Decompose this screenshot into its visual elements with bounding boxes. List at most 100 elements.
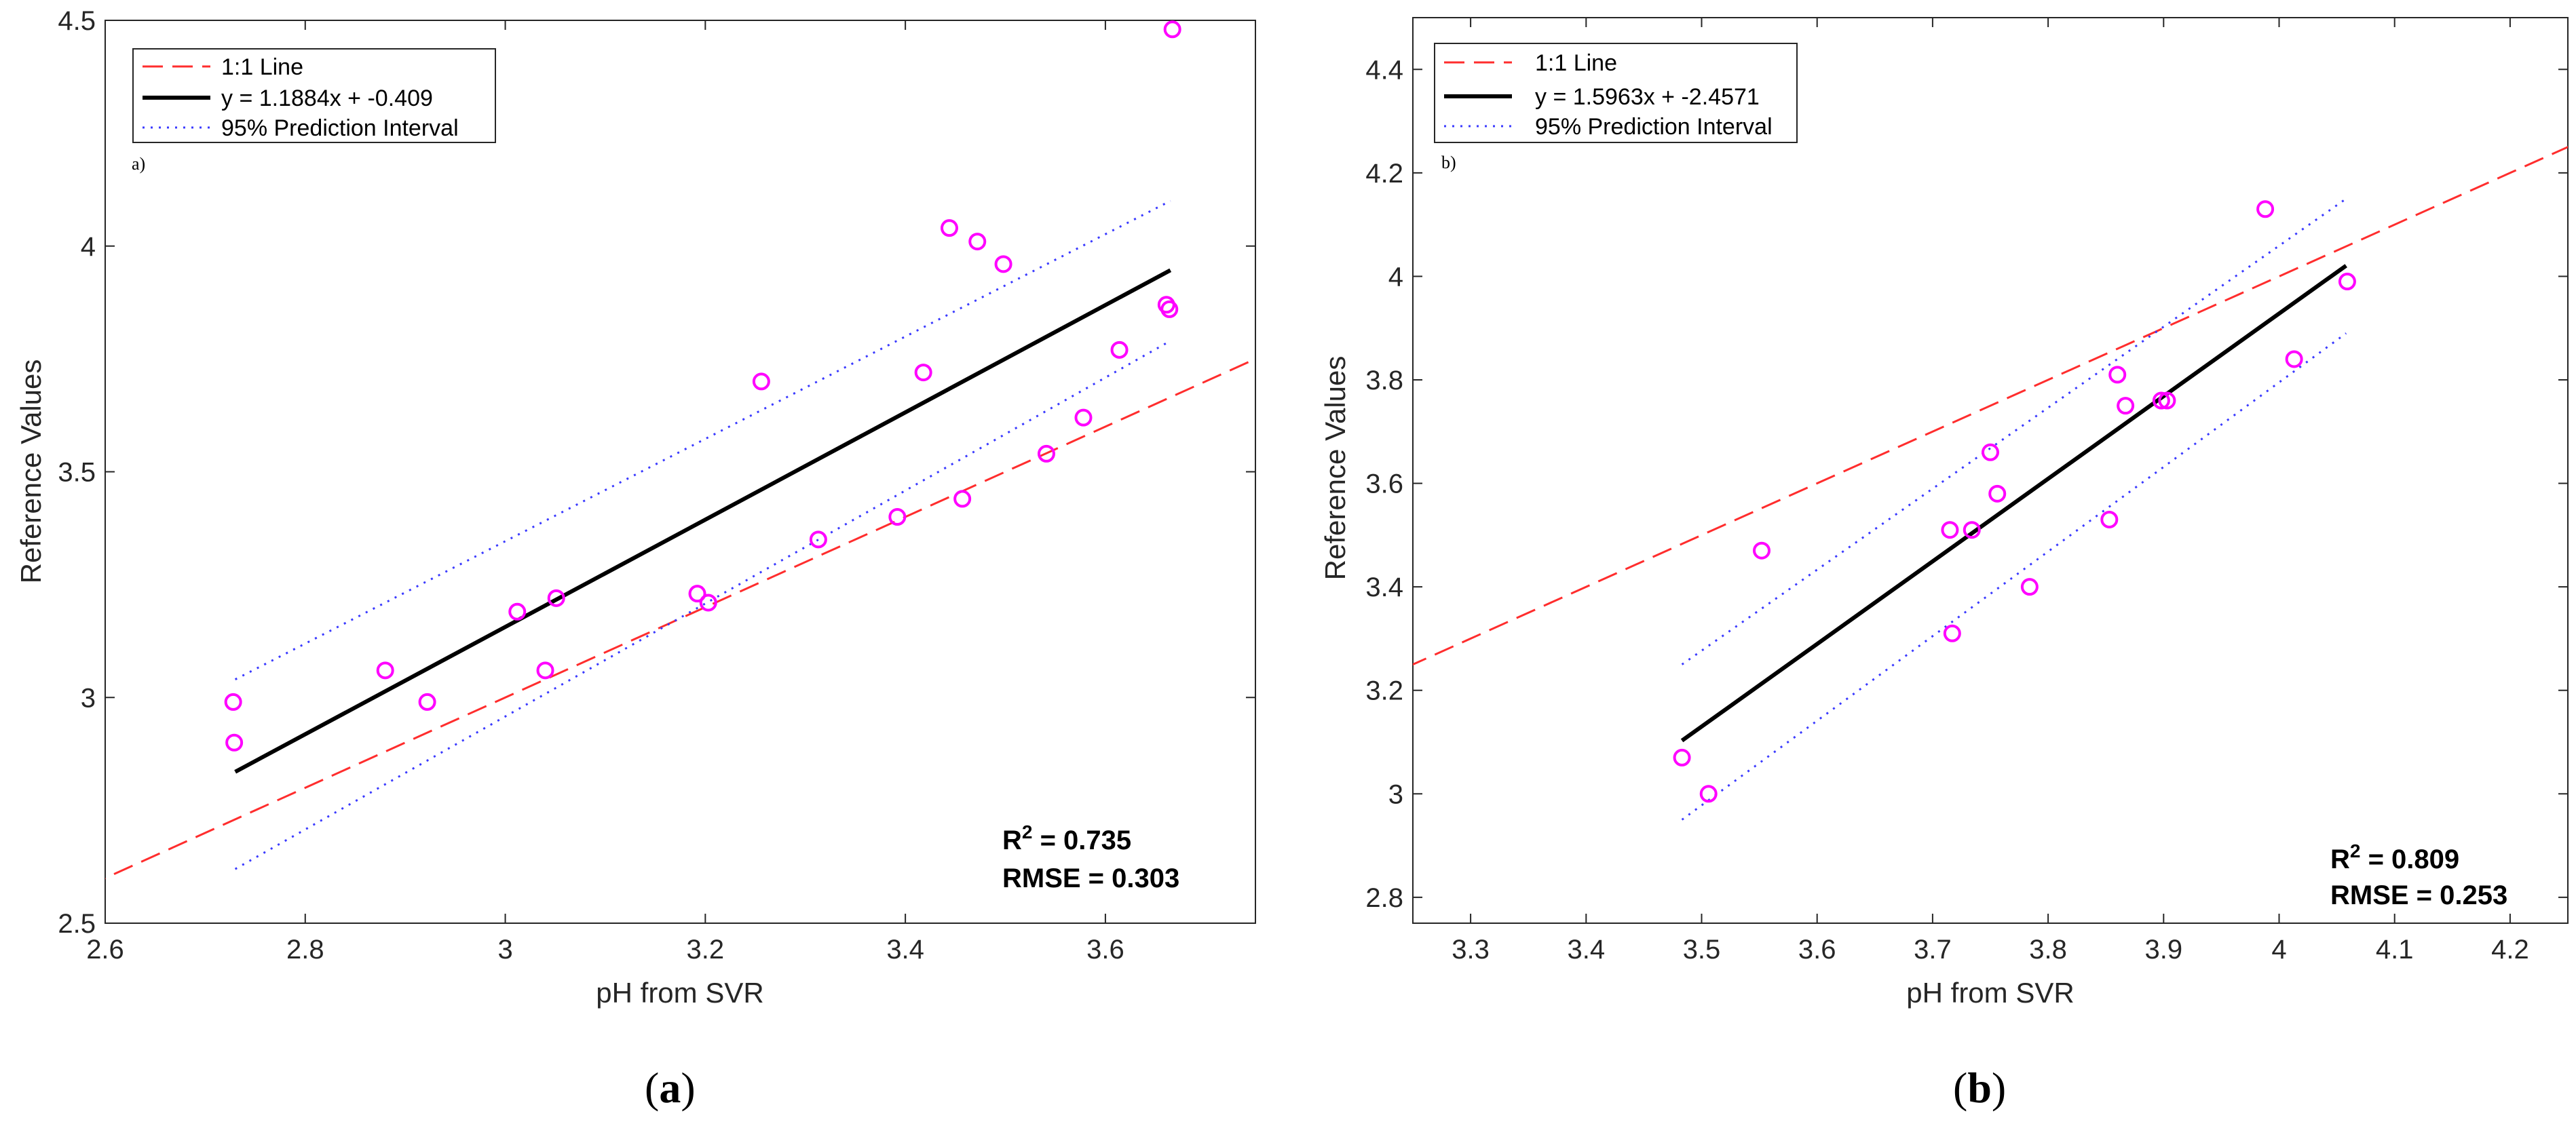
caption-letter: b bbox=[1967, 1064, 1992, 1112]
data-point bbox=[1160, 300, 1179, 318]
data-point bbox=[1163, 20, 1181, 39]
x-axis-title: pH from SVR bbox=[1906, 977, 2074, 1009]
rmse-label: RMSE = 0.253 bbox=[2330, 880, 2507, 910]
fit-line bbox=[234, 268, 1172, 774]
fit-line bbox=[1680, 264, 2347, 743]
y-tick-label: 3.2 bbox=[1365, 676, 1403, 706]
y-tick-label: 3.6 bbox=[1365, 469, 1403, 499]
r-squared-symbol: R bbox=[2330, 844, 2350, 874]
identity-line bbox=[105, 357, 1255, 880]
x-tick-label: 3.3 bbox=[1452, 935, 1490, 965]
y-tick-label: 3.8 bbox=[1365, 366, 1403, 395]
data-point bbox=[1943, 624, 1961, 642]
x-tick-label: 3.4 bbox=[886, 935, 924, 965]
data-point bbox=[2117, 397, 2135, 415]
data-point bbox=[888, 508, 907, 526]
data-point bbox=[953, 490, 972, 508]
data-point bbox=[1699, 785, 1718, 803]
legend: 1:1 Line y = 1.1884x + -0.409 95% Predic… bbox=[132, 48, 496, 143]
data-point bbox=[2158, 391, 2176, 410]
axis-ticks: 3.3 3.4 3.5 3.6 3.7 3.8 3.9 4 4.1 4.2 2.8 3 3.2 3.4 3.… bbox=[1365, 18, 2568, 965]
r-squared-value: = 0.809 bbox=[2360, 844, 2459, 874]
prediction-interval-upper bbox=[1681, 197, 2347, 665]
data-point bbox=[2338, 273, 2356, 291]
axis-ticks: 2.6 2.8 3 3.2 3.4 3.6 2.5 3 3.5 4 4.5 bbox=[58, 6, 1255, 965]
data-point bbox=[2256, 200, 2275, 218]
subfigure-caption: (a) bbox=[645, 1064, 696, 1112]
x-axis-title: pH from SVR bbox=[596, 977, 763, 1009]
x-tick-label: 2.8 bbox=[286, 935, 324, 965]
x-tick-label: 3.7 bbox=[1914, 935, 1952, 965]
r-squared-superscript: 2 bbox=[2350, 840, 2361, 861]
identity-line bbox=[1413, 146, 2568, 666]
y-tick-label: 4.4 bbox=[1365, 55, 1403, 85]
plot-lines bbox=[1413, 146, 2568, 821]
data-point bbox=[1673, 748, 1691, 766]
caption-letter: a bbox=[659, 1064, 681, 1112]
data-point bbox=[940, 219, 958, 237]
panel-a-chart: 2.6 2.8 3 3.2 3.4 3.62.533.544.5 pH from SVR … bbox=[15, 6, 1256, 1112]
y-tick-label: 3 bbox=[1388, 779, 1403, 809]
data-point bbox=[547, 589, 565, 607]
x-tick-label: 4.1 bbox=[2376, 935, 2414, 965]
data-points bbox=[1673, 200, 2356, 803]
data-point bbox=[914, 364, 932, 382]
data-point bbox=[536, 661, 554, 680]
rmse-label: RMSE = 0.303 bbox=[1002, 863, 1179, 893]
y-tick-label: 4.5 bbox=[58, 6, 96, 36]
data-points bbox=[224, 20, 1181, 752]
plot-area bbox=[1412, 17, 2569, 924]
y-tick-label: 3 bbox=[81, 683, 96, 713]
x-tick-label: 2.6 bbox=[86, 935, 124, 965]
r-squared-label: R2 = 0.809 bbox=[2330, 840, 2459, 874]
y-tick-label: 3.4 bbox=[1365, 572, 1403, 602]
data-point bbox=[809, 530, 827, 549]
data-point bbox=[2152, 391, 2170, 410]
x-tick-label: 3.6 bbox=[1086, 935, 1124, 965]
plot-area bbox=[105, 20, 1256, 924]
y-tick-label: 4.2 bbox=[1365, 159, 1403, 189]
caption-close-paren: ) bbox=[1992, 1064, 2006, 1112]
panel-tag: a) bbox=[132, 154, 145, 174]
x-tick-label: 4 bbox=[2271, 935, 2286, 965]
panel-tag: b) bbox=[1441, 153, 1456, 172]
y-axis-title: Reference Values bbox=[15, 360, 47, 584]
legend-fit-label: y = 1.1884x + -0.409 bbox=[221, 85, 433, 111]
data-point bbox=[1988, 484, 2007, 503]
legend-interval-label: 95% Prediction Interval bbox=[221, 115, 459, 141]
legend-interval-label: 95% Prediction Interval bbox=[1535, 114, 1773, 140]
data-point bbox=[1110, 341, 1129, 359]
x-tick-label: 3.5 bbox=[1683, 935, 1721, 965]
panel-b-chart: 3.3 3.4 3.5 3.6 3.7 3.8 3.9 4 4.1 4.2 2.8 3 3.2 3.4 3.… bbox=[1319, 17, 2569, 1112]
y-tick-label: 4 bbox=[81, 232, 96, 262]
data-point bbox=[376, 661, 394, 680]
data-point bbox=[2285, 350, 2303, 368]
data-point bbox=[994, 255, 1012, 273]
data-point bbox=[2108, 366, 2127, 384]
data-point bbox=[1037, 444, 1055, 463]
data-point bbox=[508, 602, 527, 621]
data-point bbox=[1982, 443, 1999, 461]
x-tick-label: 3 bbox=[497, 935, 512, 965]
subfigure-caption: (b) bbox=[1953, 1064, 2006, 1112]
x-tick-label: 3.6 bbox=[1798, 935, 1836, 965]
data-point bbox=[968, 233, 987, 251]
caption-open-paren: ( bbox=[645, 1064, 659, 1112]
legend-identity-label: 1:1 Line bbox=[1535, 50, 1617, 76]
data-point bbox=[2100, 510, 2119, 528]
caption-open-paren: ( bbox=[1953, 1064, 1967, 1112]
plot-lines bbox=[105, 199, 1255, 880]
data-point bbox=[699, 594, 717, 612]
r-squared-symbol: R bbox=[1002, 826, 1022, 855]
y-axis-title: Reference Values bbox=[1319, 356, 1351, 581]
x-tick-label: 4.2 bbox=[2491, 935, 2529, 965]
r-squared-value: = 0.735 bbox=[1032, 826, 1131, 855]
data-point bbox=[225, 733, 244, 752]
data-point bbox=[752, 372, 770, 391]
data-point bbox=[1941, 521, 1959, 539]
data-point bbox=[418, 693, 436, 711]
caption-close-paren: ) bbox=[681, 1064, 695, 1112]
y-tick-label: 2.5 bbox=[58, 909, 96, 939]
legend-fit-label: y = 1.5963x + -2.4571 bbox=[1535, 84, 1760, 110]
